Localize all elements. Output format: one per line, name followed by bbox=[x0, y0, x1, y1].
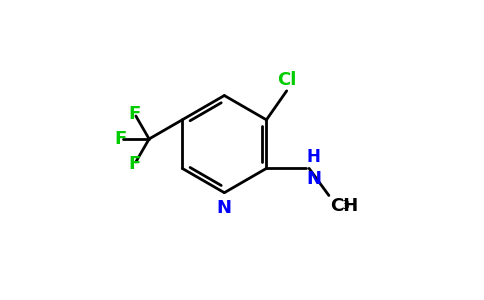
Text: F: F bbox=[129, 155, 141, 173]
Text: N: N bbox=[217, 199, 232, 217]
Text: N: N bbox=[307, 170, 322, 188]
Text: CH: CH bbox=[330, 197, 358, 215]
Text: 3: 3 bbox=[341, 199, 349, 212]
Text: F: F bbox=[114, 130, 127, 148]
Text: Cl: Cl bbox=[278, 70, 297, 88]
Text: F: F bbox=[129, 105, 141, 123]
Text: H: H bbox=[307, 148, 320, 166]
